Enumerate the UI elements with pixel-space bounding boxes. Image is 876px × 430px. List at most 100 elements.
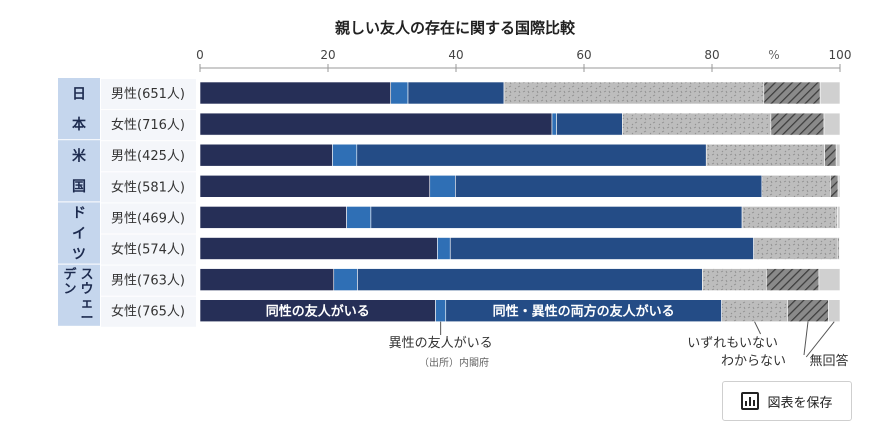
bar-segment [824, 143, 837, 167]
bar-segment [753, 237, 839, 260]
bar-segment [449, 237, 754, 260]
bar-segment [741, 206, 837, 229]
country-label-char: 国 [72, 179, 86, 195]
callout-line [805, 321, 835, 358]
row-label: 男性(425人) [111, 149, 185, 164]
callout-label: わからない [721, 354, 786, 369]
bar-segment [702, 268, 767, 291]
country-label-char: ウ [80, 282, 93, 297]
row-label-bg [101, 203, 196, 234]
bar-segment [199, 143, 333, 167]
x-unit-label: % [768, 48, 779, 62]
bar-segment [437, 237, 451, 260]
save-chart-button[interactable]: 図表を保存 [722, 381, 852, 421]
row-label: 男性(763人) [111, 274, 185, 289]
bar-segment [818, 268, 841, 291]
bar-segment [837, 206, 841, 229]
bar-segment [721, 299, 788, 323]
x-tick-label: 0 [196, 48, 204, 62]
row-label-bg [101, 79, 196, 110]
callout-label: 異性の友人がいる [389, 335, 493, 351]
bar-segment [839, 237, 841, 260]
chart-title: 親しい友人の存在に関する国際比較 [335, 19, 576, 37]
country-label-char: 本 [72, 116, 87, 133]
bar-segment [835, 143, 841, 167]
x-tick-label: 20 [320, 48, 335, 62]
bar-segment [429, 175, 456, 198]
bar-segment [503, 81, 765, 105]
country-box [58, 202, 100, 264]
save-chart-label: 図表を保存 [767, 395, 833, 411]
country-box [58, 264, 100, 326]
bar-segment [819, 81, 841, 105]
country-label-char: デ [63, 267, 77, 283]
callout-label: 無回答 [809, 353, 848, 369]
country-label-char: 米 [72, 148, 87, 165]
x-axis: 0 20 40 60 80 100% [196, 48, 851, 72]
country-box [58, 78, 100, 140]
bar-segment [766, 268, 820, 291]
callout-line [803, 321, 809, 356]
country-box [58, 140, 100, 202]
row-label-bg [101, 265, 196, 296]
country-label-char: ン [63, 282, 76, 297]
country-label-char: ー [80, 311, 93, 326]
bar-segment [199, 206, 347, 229]
bar-segment [556, 112, 623, 136]
row-label-bg [101, 141, 196, 172]
bar-segment [390, 81, 409, 105]
bar-segment [830, 175, 839, 198]
bar-segment [346, 206, 372, 229]
country-label-char: ス [80, 268, 93, 283]
bar-segment [837, 175, 841, 198]
x-tick-label: 60 [576, 48, 591, 62]
row-label-bg [101, 296, 196, 327]
bar-segment [407, 81, 505, 105]
bar-segment [435, 299, 447, 323]
bar-segment [357, 268, 703, 291]
row-labels: 男性(651人) 女性(716人) 男性(425人) 女性(581人) 男性(469人)… [101, 79, 196, 327]
bar-segment [455, 175, 763, 198]
bar-segment [823, 112, 841, 136]
bar-segment [199, 175, 431, 198]
bar-segment [622, 112, 772, 136]
row-label: 女性(716人) [111, 117, 185, 133]
callout-label: いずれもいない [687, 336, 778, 351]
country-label-char: ツ [72, 246, 86, 262]
row-label-bg [101, 234, 196, 265]
x-tick-label: 100 [829, 48, 852, 62]
country-label-char: イ [72, 226, 86, 242]
callout-line [754, 321, 762, 335]
bar-segment [551, 112, 557, 136]
inner-label: 同性・異性の両方の友人がいる [493, 304, 675, 320]
country-label-char: ェ [80, 297, 93, 312]
bars [199, 81, 841, 323]
x-tick-label: 80 [704, 48, 719, 62]
row-label: 男性(469人) [111, 211, 185, 226]
row-label: 女性(765人) [111, 304, 185, 320]
bar-chart-icon [741, 392, 760, 410]
bar-segment [787, 299, 829, 323]
bar-segment [333, 268, 358, 291]
country-label-char: 日 [72, 86, 86, 102]
x-tick-label: 40 [448, 48, 463, 62]
row-label-bg [101, 110, 196, 141]
bar-segment [705, 143, 825, 167]
row-label: 男性(651人) [111, 87, 185, 102]
inner-label: 同性の友人がいる [266, 304, 370, 320]
row-label-bg [101, 172, 196, 203]
bar-segment [770, 112, 825, 136]
bar-segment [332, 143, 358, 167]
source-label: （出所）内閣府 [419, 356, 489, 369]
row-label: 女性(581人) [111, 179, 185, 195]
bar-segment [199, 112, 553, 136]
bar-segment [199, 81, 392, 105]
bar-segment [763, 81, 821, 105]
row-label: 女性(574人) [111, 242, 185, 258]
bar-segment [199, 237, 438, 260]
bar-segment [370, 206, 743, 229]
